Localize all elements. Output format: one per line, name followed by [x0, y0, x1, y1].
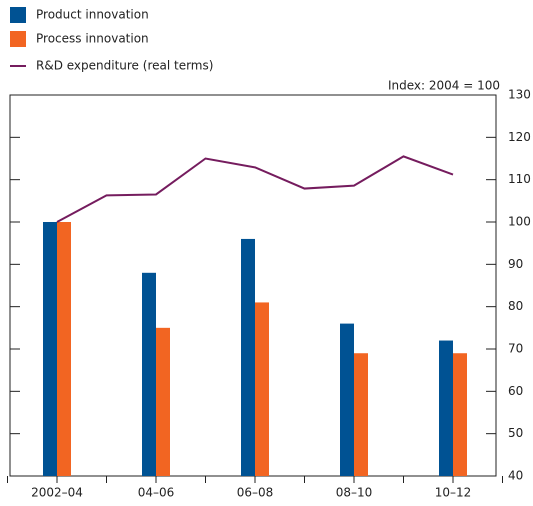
legend-swatch	[10, 7, 26, 23]
y-tick-label: 110	[508, 172, 531, 186]
legend-label: R&D expenditure (real terms)	[36, 59, 213, 73]
y-tick-label: 130	[508, 88, 531, 102]
y-tick-label: 80	[508, 299, 523, 313]
x-tick-label: 06–08	[237, 486, 274, 500]
y-tick-label: 90	[508, 257, 523, 271]
y-tick-label: 120	[508, 130, 531, 144]
x-tick-label: 08–10	[336, 486, 373, 500]
bar	[156, 327, 170, 476]
bar	[142, 272, 156, 476]
bar	[453, 353, 467, 476]
bar	[354, 353, 368, 476]
y-tick-label: 60	[508, 384, 523, 398]
axis-note: Index: 2004 = 100	[388, 79, 500, 93]
bar	[57, 222, 71, 476]
x-tick-label: 10–12	[435, 486, 472, 500]
bar	[439, 340, 453, 476]
y-tick-label: 50	[508, 426, 523, 440]
bar	[241, 238, 255, 476]
y-tick-label: 40	[508, 469, 523, 483]
x-tick-label: 04–06	[138, 486, 175, 500]
legend-label: Product innovation	[36, 8, 149, 22]
legend-swatch	[10, 31, 26, 47]
x-tick-label: 2002–04	[31, 486, 83, 500]
y-tick-label: 70	[508, 342, 523, 356]
bar	[43, 222, 57, 476]
bar	[255, 302, 269, 476]
bar	[340, 323, 354, 476]
y-tick-label: 100	[508, 215, 531, 229]
legend-label: Process innovation	[36, 32, 149, 46]
line	[56, 155, 454, 223]
